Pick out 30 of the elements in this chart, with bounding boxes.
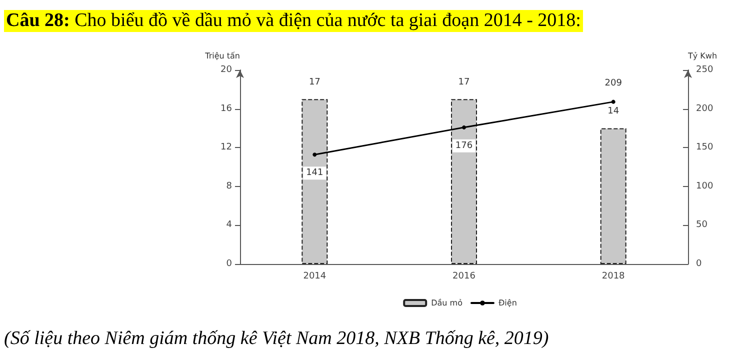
- y-axis-title: Triệu tấn: [204, 52, 240, 60]
- y2-tick-label: 250: [696, 65, 714, 75]
- x-tick-label: 2014: [303, 272, 326, 282]
- data-label: 141: [306, 168, 324, 178]
- chart-title: Câu 28: Cho biểu đồ về dầu mỏ và điện của nước ta giai đoạn 2014 - 2018:: [4, 10, 583, 32]
- y-tick-label: 12: [220, 142, 232, 153]
- point: [462, 125, 466, 130]
- y2-tick-label: 200: [696, 104, 714, 114]
- legend-label: Dầu mỏ: [431, 298, 463, 308]
- x-tick-label: 2016: [452, 272, 476, 282]
- point: [611, 100, 616, 104]
- y-tick-label: 16: [220, 104, 232, 114]
- y2-tick-label: 100: [696, 181, 714, 192]
- y2-tick-label: 150: [696, 142, 714, 153]
- data-label: 17: [308, 78, 320, 88]
- y-tick-label: 0: [226, 259, 232, 269]
- y2-axis-title: Tỷ Kwh: [687, 52, 718, 60]
- data-label: 14: [608, 106, 620, 117]
- x-tick-label: 2018: [602, 272, 626, 282]
- data-label: 176: [455, 140, 473, 151]
- y-tick-label: 8: [226, 181, 232, 192]
- y2-tick-label: 0: [696, 259, 702, 269]
- y2-tick-label: 50: [696, 220, 708, 230]
- data-label: 17: [458, 78, 470, 88]
- legend-label: Điện: [498, 298, 517, 308]
- data-label: 209: [604, 78, 622, 88]
- y-tick-label: 20: [220, 65, 232, 75]
- point: [312, 152, 317, 157]
- text: (Số liệu theo Niêm giám thống kê Việt Nam 2018, NXB Thống kê, 2019): [4, 328, 549, 350]
- y-tick-label: 4: [226, 220, 232, 230]
